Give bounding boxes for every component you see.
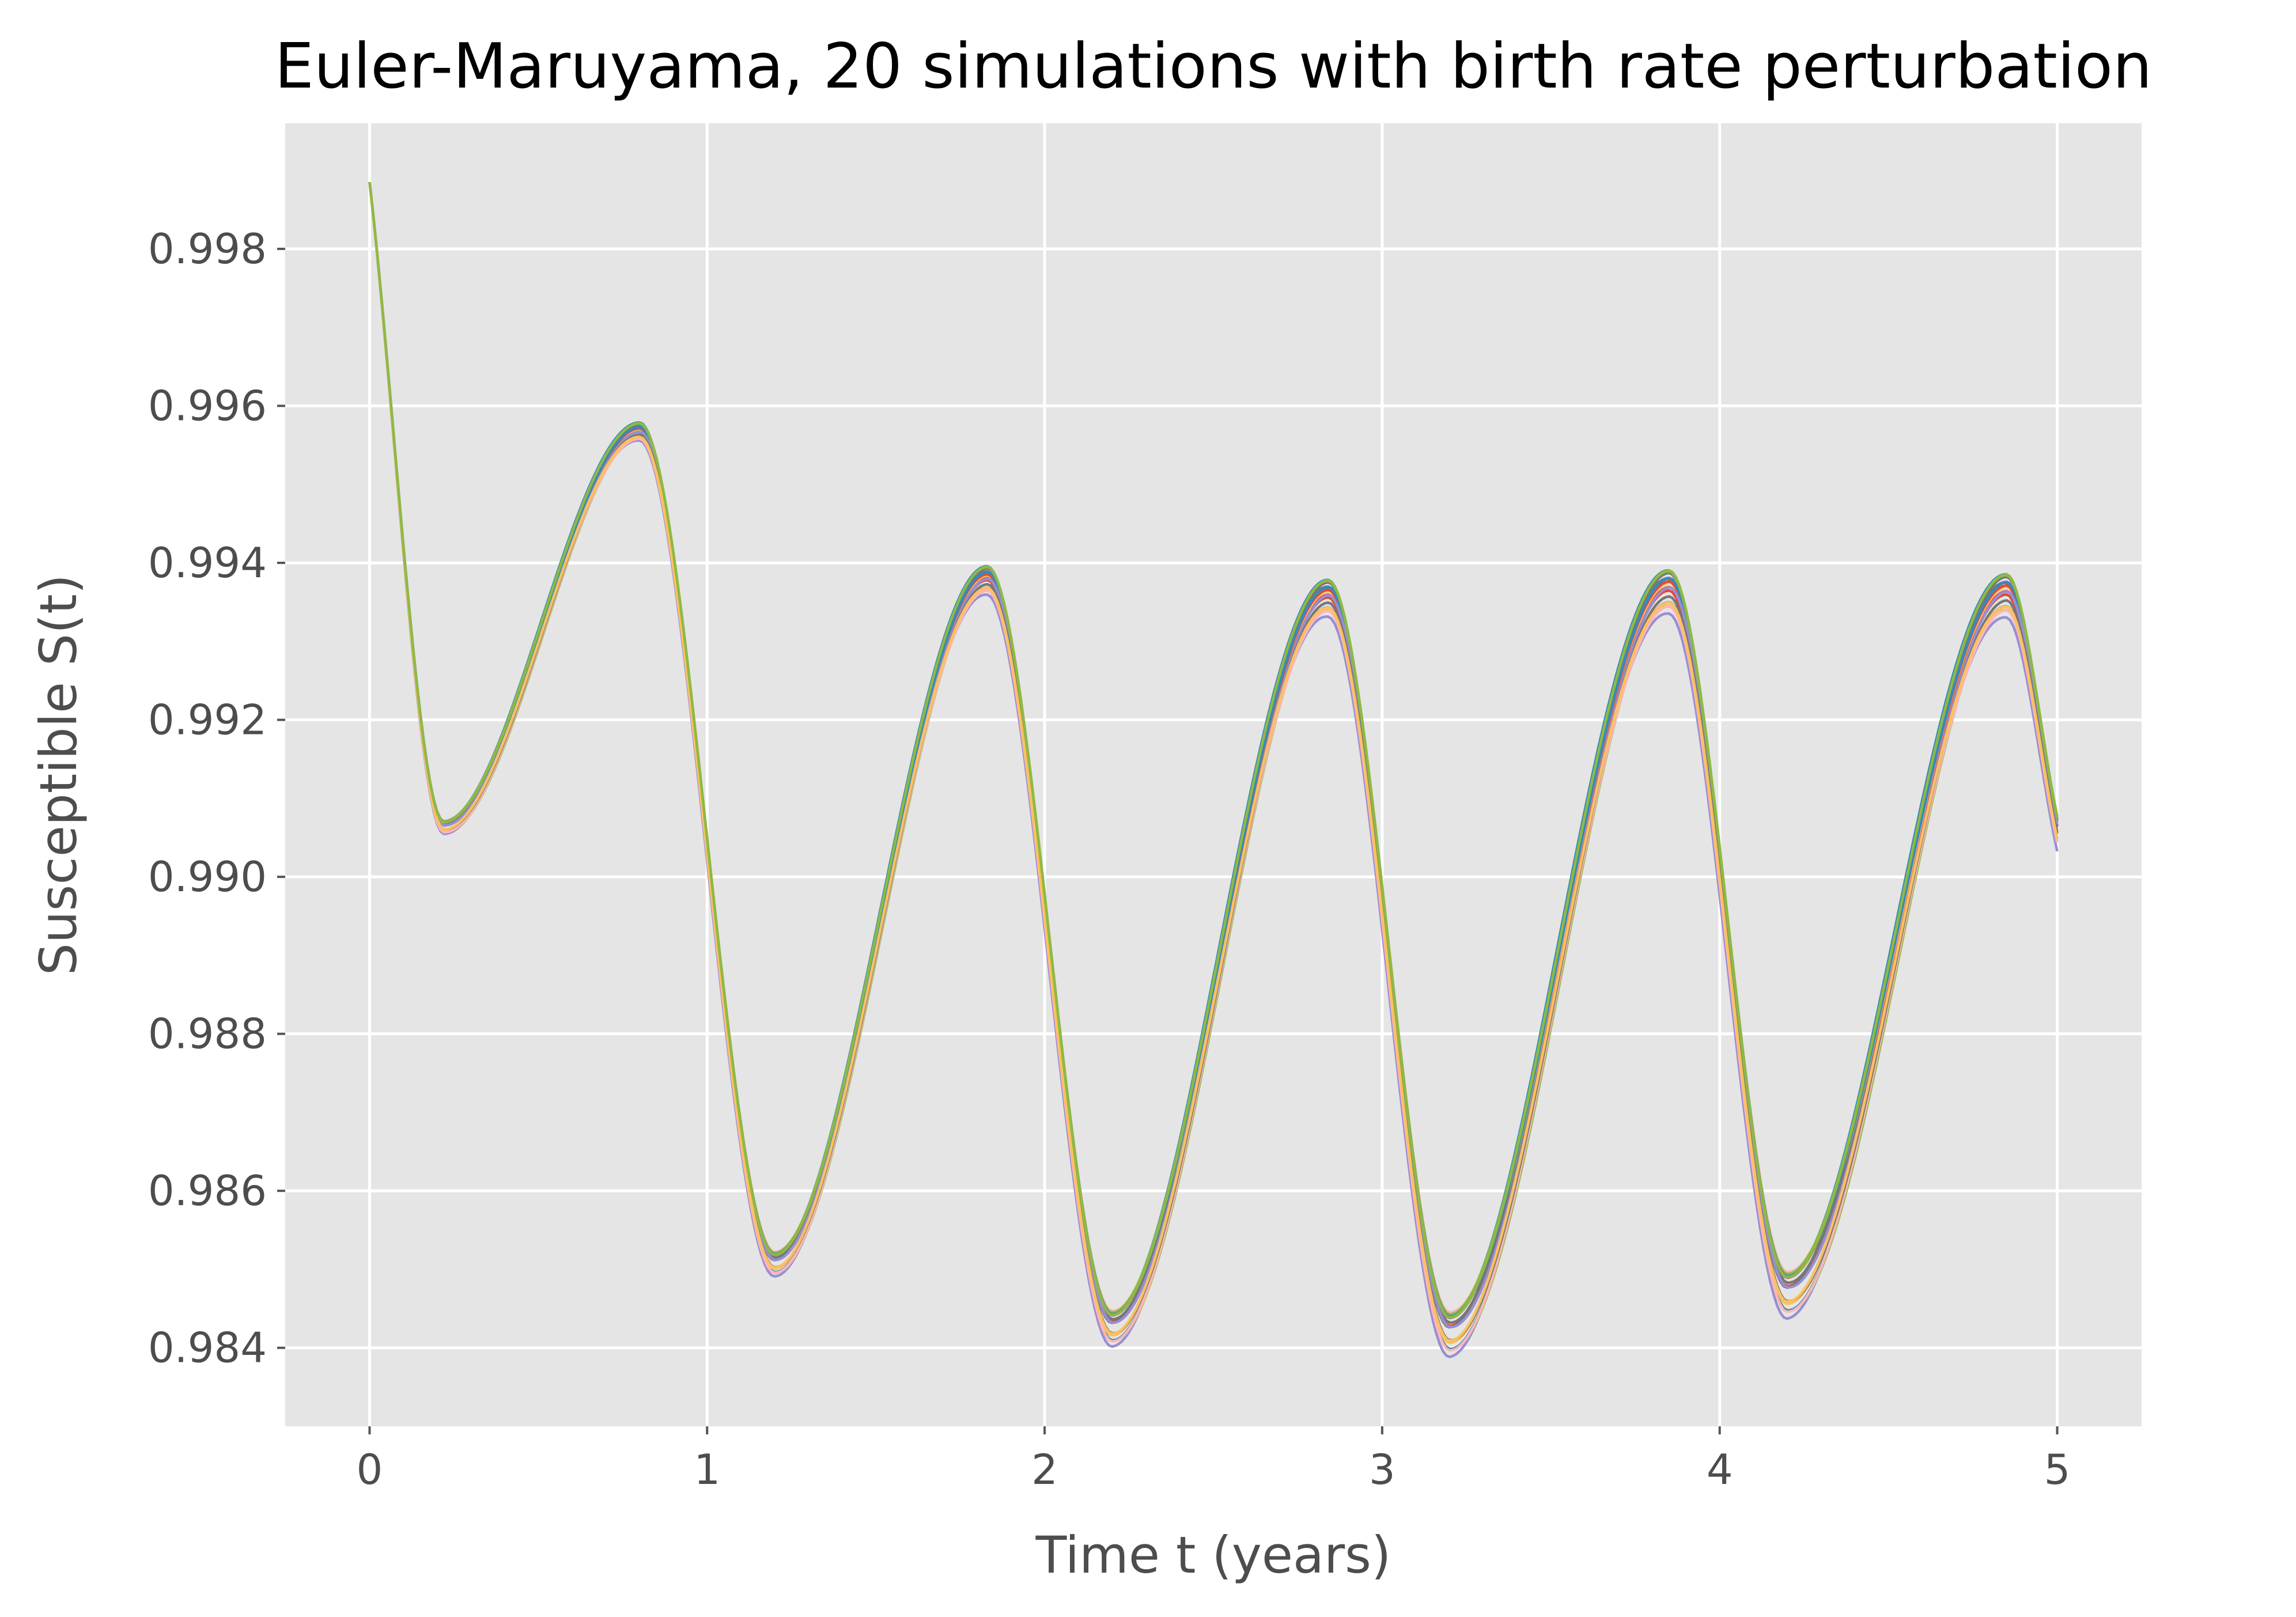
x-tick-label: 4 [1707, 1445, 1733, 1494]
y-tick-label: 0.994 [148, 539, 267, 587]
y-tick-label: 0.986 [148, 1167, 267, 1215]
chart-title: Euler-Maruyama, 20 simulations with birt… [275, 31, 2153, 103]
simulation-line [368, 181, 2059, 1342]
simulation-line [368, 181, 2059, 1319]
series-lines [368, 181, 2059, 1358]
y-axis-label: Susceptible S(t) [29, 574, 88, 975]
y-tick-label: 0.984 [148, 1324, 267, 1372]
grid [285, 123, 2142, 1426]
plot-background [285, 123, 2142, 1426]
y-axis-ticks: 0.984 0.986 0.988 0.990 0.992 0.994 0.996 0.998 [148, 225, 285, 1372]
x-tick-label: 0 [357, 1445, 383, 1494]
x-tick-label: 2 [1031, 1445, 1058, 1494]
y-tick-label: 0.992 [148, 696, 267, 744]
y-tick-label: 0.996 [148, 382, 267, 430]
y-tick-label: 0.998 [148, 225, 267, 273]
x-tick-label: 3 [1369, 1445, 1395, 1494]
y-tick-label: 0.990 [148, 853, 267, 901]
x-axis-label: Time t (years) [1035, 1525, 1391, 1585]
x-axis-ticks: 0 1 2 3 4 5 [357, 1426, 2071, 1494]
y-tick-label: 0.988 [148, 1010, 267, 1058]
x-tick-label: 1 [694, 1445, 720, 1494]
x-tick-label: 5 [2044, 1445, 2071, 1494]
